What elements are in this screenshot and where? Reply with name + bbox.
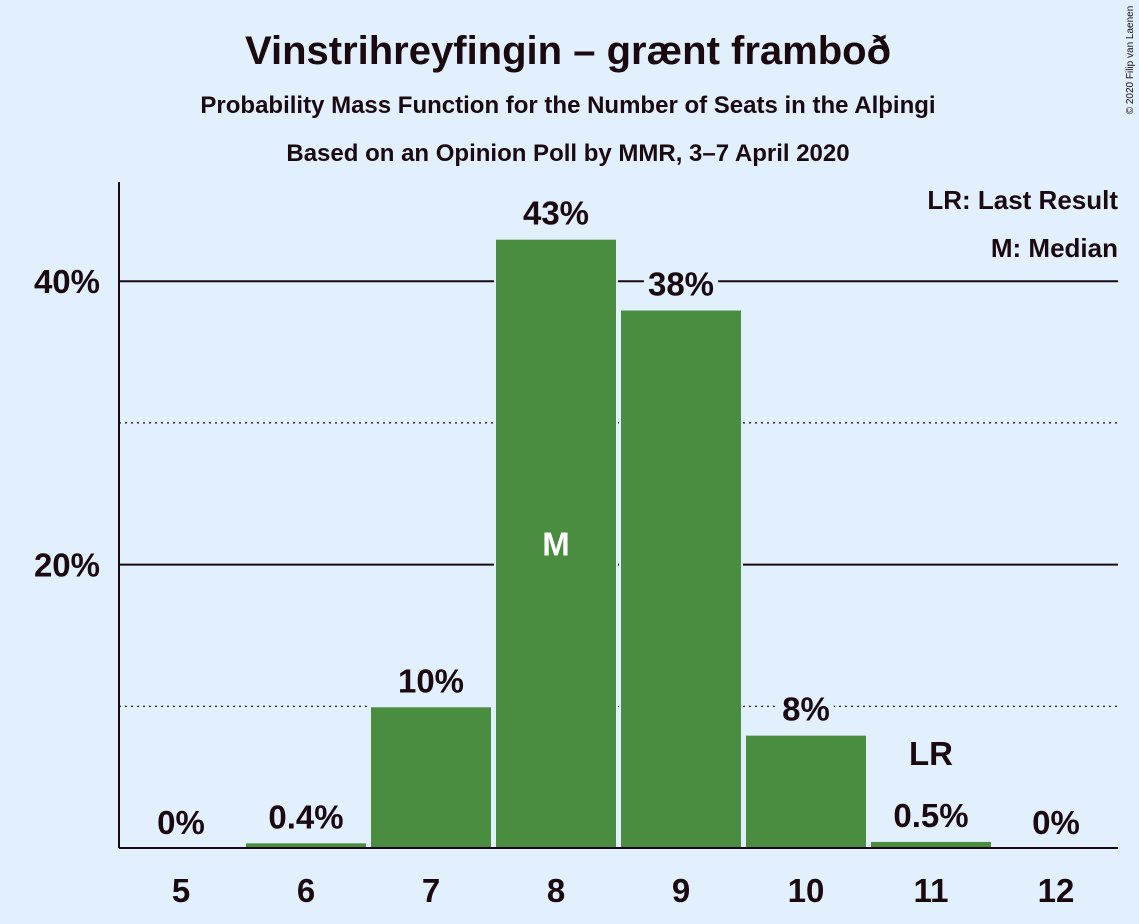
- chart-subtitle-2: Based on an Opinion Poll by MMR, 3–7 Apr…: [286, 140, 849, 167]
- value-label-background: [889, 795, 973, 835]
- chart-subtitle-1: Probability Mass Function for the Number…: [200, 92, 935, 119]
- y-tick-label: 20%: [34, 547, 100, 584]
- bars: [244, 237, 993, 850]
- value-label-background: [643, 264, 719, 304]
- bar: [494, 237, 618, 849]
- value-label: 0%: [157, 804, 205, 841]
- x-tick-label: 6: [297, 872, 315, 909]
- value-label-background: [393, 661, 469, 701]
- bar: [869, 839, 993, 850]
- value-label-background: [153, 803, 209, 842]
- value-label: 8%: [782, 691, 830, 728]
- gridlines: [119, 280, 1118, 707]
- bar: [744, 733, 868, 850]
- x-tick-label: 9: [672, 872, 690, 909]
- x-tick-label: 5: [172, 872, 190, 909]
- value-label-background: [778, 689, 834, 729]
- median-marker: M: [542, 525, 570, 562]
- value-label: 10%: [398, 662, 464, 699]
- value-label: 0.4%: [268, 798, 343, 835]
- x-tick-label: 11: [914, 872, 949, 909]
- legend-median: M: Median: [991, 233, 1118, 263]
- value-label: 0.5%: [893, 797, 968, 834]
- value-labels: 0% 0.4% 10% 43% 38% 8% 0.5% 0% LR M: [153, 193, 1084, 842]
- x-tick-label: 10: [788, 872, 825, 909]
- bar: [619, 308, 743, 849]
- legend-last-result: LR: Last Result: [927, 185, 1118, 215]
- value-label: 38%: [648, 266, 714, 303]
- bar: [369, 705, 493, 849]
- axis-ticks: 20% 40% 5 6 7 8 9 10 11 12: [34, 263, 1074, 909]
- x-tick-label: 12: [1038, 872, 1075, 909]
- last-result-marker: LR: [909, 735, 953, 772]
- value-label-background: [1028, 803, 1084, 842]
- copyright-note: © 2020 Filip van Laenen: [1125, 6, 1136, 115]
- value-label-background: [518, 193, 594, 233]
- value-label-background: [264, 797, 348, 837]
- x-tick-label: 8: [547, 872, 565, 909]
- value-label: 0%: [1032, 804, 1080, 841]
- y-tick-label: 40%: [34, 263, 100, 300]
- value-label: 43%: [523, 195, 589, 232]
- chart-title: Vinstrihreyfingin – grænt framboð: [245, 29, 891, 73]
- x-tick-label: 7: [422, 872, 440, 909]
